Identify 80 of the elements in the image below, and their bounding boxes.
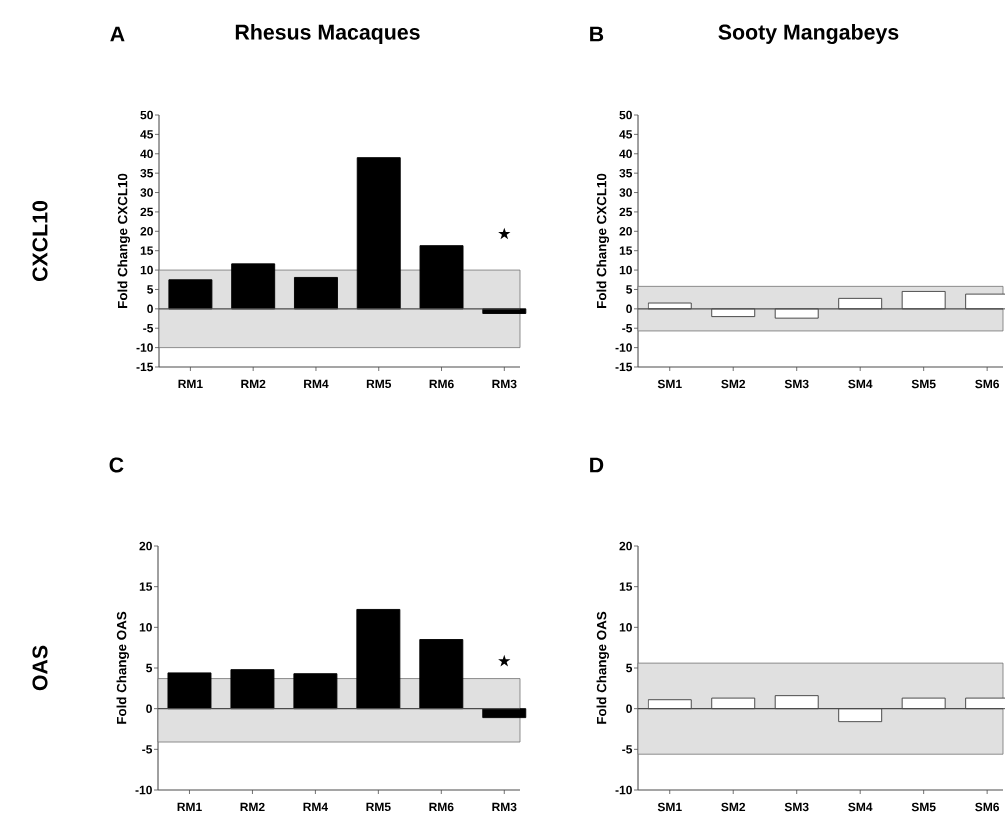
x-tick-label: RM3 bbox=[492, 802, 517, 812]
chart-subtitle: Sooty Mangabeys bbox=[718, 24, 899, 44]
y-tick-label: 20 bbox=[140, 227, 153, 236]
y-tick-label: 25 bbox=[140, 207, 154, 217]
x-tick-label: RM4 bbox=[303, 802, 328, 811]
y-tick-label: 25 bbox=[619, 207, 633, 217]
chart-subtitle: Rhesus Macaques bbox=[235, 24, 420, 44]
y-tick-label: 15 bbox=[139, 582, 153, 591]
chart-title: C bbox=[109, 457, 124, 473]
x-tick-label: SM4 bbox=[848, 379, 873, 389]
x-tick-label: RM5 bbox=[366, 802, 391, 812]
y-tick-label: 20 bbox=[619, 541, 632, 551]
x-tick-label: SM3 bbox=[784, 379, 809, 389]
y-tick-label: 30 bbox=[140, 188, 153, 197]
y-tick-label: 10 bbox=[139, 623, 152, 632]
y-tick-label: 20 bbox=[619, 227, 632, 236]
y-tick-label: 15 bbox=[619, 582, 633, 591]
chart-title: A bbox=[110, 26, 125, 42]
annotation: ★ bbox=[498, 227, 511, 240]
y-axis-title: Fold Change CXCL10 bbox=[117, 173, 131, 308]
y-tick-label: 5 bbox=[147, 285, 154, 294]
y-tick-label: 5 bbox=[626, 663, 633, 673]
chart-title: D bbox=[590, 457, 604, 473]
y-tick-label: 15 bbox=[140, 246, 154, 255]
y-tick-label: 10 bbox=[619, 623, 632, 632]
annotation: ★ bbox=[498, 654, 511, 667]
y-tick-label: -10 bbox=[615, 343, 632, 352]
x-tick-label: RM5 bbox=[366, 379, 392, 389]
y-tick-label: 20 bbox=[139, 541, 152, 551]
y-tick-label: 5 bbox=[626, 285, 633, 294]
x-tick-label: RM4 bbox=[304, 379, 329, 388]
y-tick-label: -5 bbox=[143, 324, 154, 333]
y-tick-label: 15 bbox=[619, 246, 633, 255]
y-tick-label: -15 bbox=[136, 362, 154, 372]
y-tick-label: 30 bbox=[619, 188, 632, 197]
x-tick-label: SM6 bbox=[975, 802, 1000, 812]
x-tick-label: SM5 bbox=[911, 379, 936, 389]
y-tick-label: 35 bbox=[140, 168, 154, 178]
y-tick-label: -10 bbox=[135, 785, 152, 795]
y-tick-label: 10 bbox=[619, 265, 632, 275]
x-tick-label: SM4 bbox=[848, 802, 873, 812]
x-tick-label: SM3 bbox=[784, 802, 809, 812]
chart-title: B bbox=[590, 26, 604, 42]
x-tick-label: RM1 bbox=[178, 379, 203, 388]
y-tick-label: 10 bbox=[140, 265, 153, 275]
x-tick-label: SM1 bbox=[657, 802, 682, 812]
y-tick-label: 45 bbox=[619, 130, 633, 139]
x-tick-label: RM2 bbox=[241, 379, 266, 389]
x-tick-label: RM2 bbox=[240, 802, 265, 812]
text: CXCL10 bbox=[32, 200, 48, 282]
y-tick-label: 0 bbox=[626, 704, 632, 713]
y-axis-title: Fold Change OAS bbox=[116, 611, 130, 724]
y-tick-label: 35 bbox=[619, 168, 633, 178]
y-tick-label: 0 bbox=[146, 704, 152, 713]
x-tick-label: SM2 bbox=[721, 379, 746, 389]
y-tick-label: 40 bbox=[140, 149, 153, 159]
y-tick-label: 5 bbox=[146, 663, 153, 673]
y-tick-label: -5 bbox=[622, 324, 633, 333]
y-tick-label: -15 bbox=[615, 362, 633, 372]
x-tick-label: RM1 bbox=[177, 802, 202, 811]
y-axis-title: Fold Change CXCL10 bbox=[596, 173, 610, 308]
x-tick-label: SM1 bbox=[657, 379, 682, 389]
y-tick-label: 50 bbox=[619, 110, 632, 120]
y-tick-label: 50 bbox=[140, 110, 153, 120]
text: OAS bbox=[32, 645, 48, 691]
x-tick-label: RM6 bbox=[429, 802, 454, 812]
y-tick-label: -5 bbox=[622, 745, 633, 754]
x-tick-label: SM5 bbox=[911, 802, 936, 812]
x-tick-label: SM2 bbox=[721, 802, 746, 812]
y-tick-label: -10 bbox=[615, 785, 632, 795]
y-tick-label: 45 bbox=[140, 130, 154, 139]
y-tick-label: -5 bbox=[142, 745, 153, 754]
y-axis-title: Fold Change OAS bbox=[596, 611, 610, 724]
y-tick-label: 0 bbox=[147, 304, 153, 314]
x-tick-label: SM6 bbox=[975, 379, 1000, 389]
y-tick-label: -10 bbox=[136, 343, 153, 352]
x-tick-label: RM3 bbox=[492, 379, 517, 389]
y-tick-label: 0 bbox=[626, 304, 632, 314]
x-tick-label: RM6 bbox=[429, 379, 454, 389]
y-tick-label: 40 bbox=[619, 149, 632, 159]
